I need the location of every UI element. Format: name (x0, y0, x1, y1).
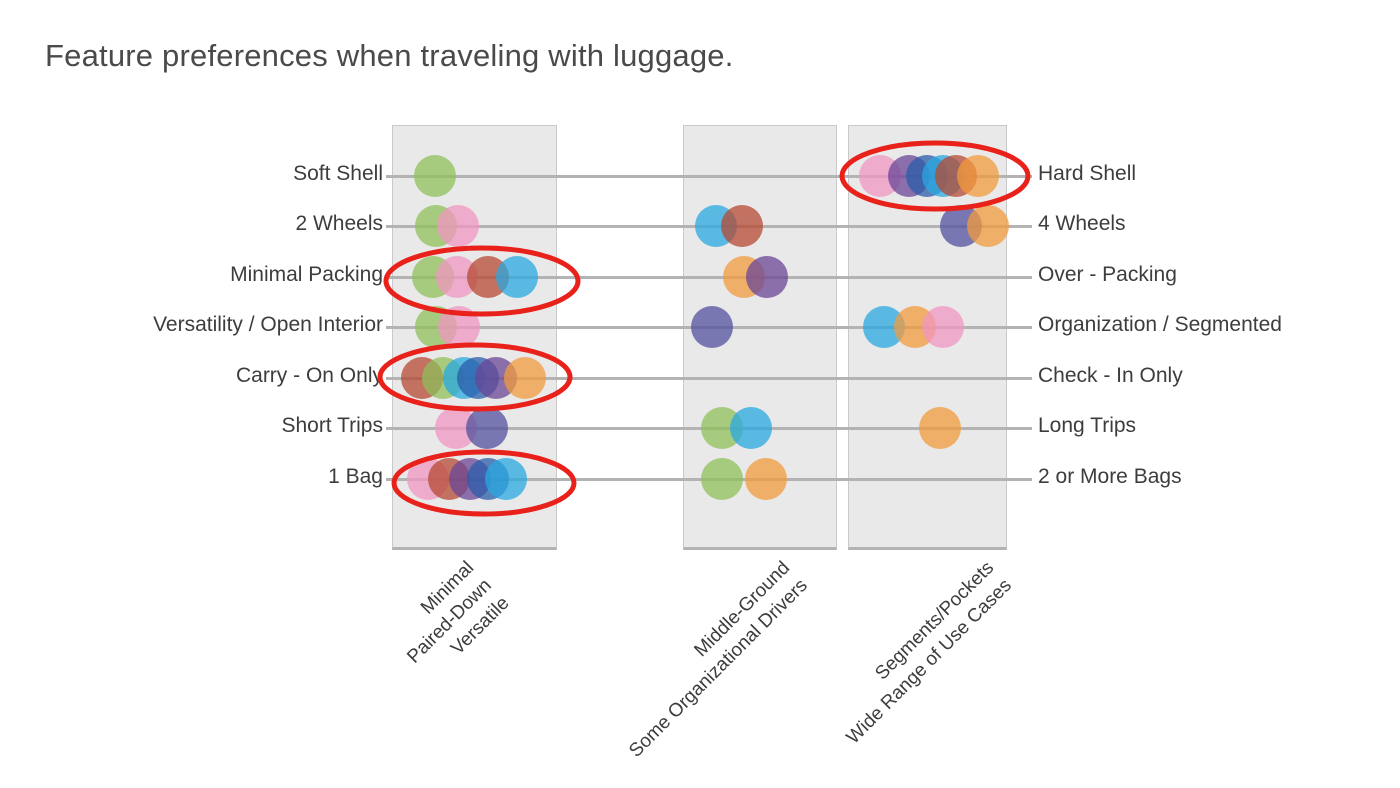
row-label-right: 2 or More Bags (1038, 465, 1182, 488)
row-label-left: 1 Bag (328, 465, 383, 488)
dot-indigo (691, 306, 733, 348)
dot-pink (437, 205, 479, 247)
dot-cyan (485, 458, 527, 500)
dot-orange (919, 407, 961, 449)
column-axis-label-3: Segments/Pockets Wide Range of Use Cases (824, 556, 1018, 750)
column-axis-label-line: Wide Range of Use Cases (842, 575, 1016, 749)
row-label-left: Versatility / Open Interior (153, 313, 383, 336)
dot-green (701, 458, 743, 500)
column-axis-label-2: Middle-Ground Some Organizational Drivers (606, 556, 813, 763)
dot-pink (438, 306, 480, 348)
page-title: Feature preferences when traveling with … (45, 38, 734, 73)
row-label-left: Short Trips (281, 414, 383, 437)
row-label-right: Hard Shell (1038, 162, 1137, 185)
row-label-left: Minimal Packing (230, 263, 383, 286)
dot-indigo (466, 407, 508, 449)
column-axis-label-line: Segments/Pockets (871, 557, 999, 685)
dot-orange (967, 205, 1009, 247)
dot-cyan (730, 407, 772, 449)
row-label-left: 2 Wheels (295, 212, 383, 235)
row-label-left: Carry - On Only (235, 364, 383, 387)
column-axis-label-line: Some Organizational Drivers (625, 575, 812, 762)
dot-cyan (496, 256, 538, 298)
row-label-right: Long Trips (1038, 414, 1137, 437)
column-axis-label-line: Middle-Ground (690, 557, 795, 662)
row-label-right: Organization / Segmented (1038, 313, 1282, 336)
dot-orange (745, 458, 787, 500)
dot-pink (922, 306, 964, 348)
row-label-left: Soft Shell (293, 162, 383, 185)
dot-rust (721, 205, 763, 247)
row-line (386, 175, 1032, 178)
column-axis-label-1: Minimal Paired-Down Versatile (384, 556, 515, 687)
row-line (386, 377, 1032, 380)
row-label-right: Check - In Only (1038, 364, 1183, 387)
dot-purple (746, 256, 788, 298)
row-line (386, 276, 1032, 279)
row-label-right: Over - Packing (1038, 263, 1177, 286)
dot-orange (957, 155, 999, 197)
row-label-right: 4 Wheels (1038, 212, 1126, 235)
dot-green (414, 155, 456, 197)
dot-orange (504, 357, 546, 399)
